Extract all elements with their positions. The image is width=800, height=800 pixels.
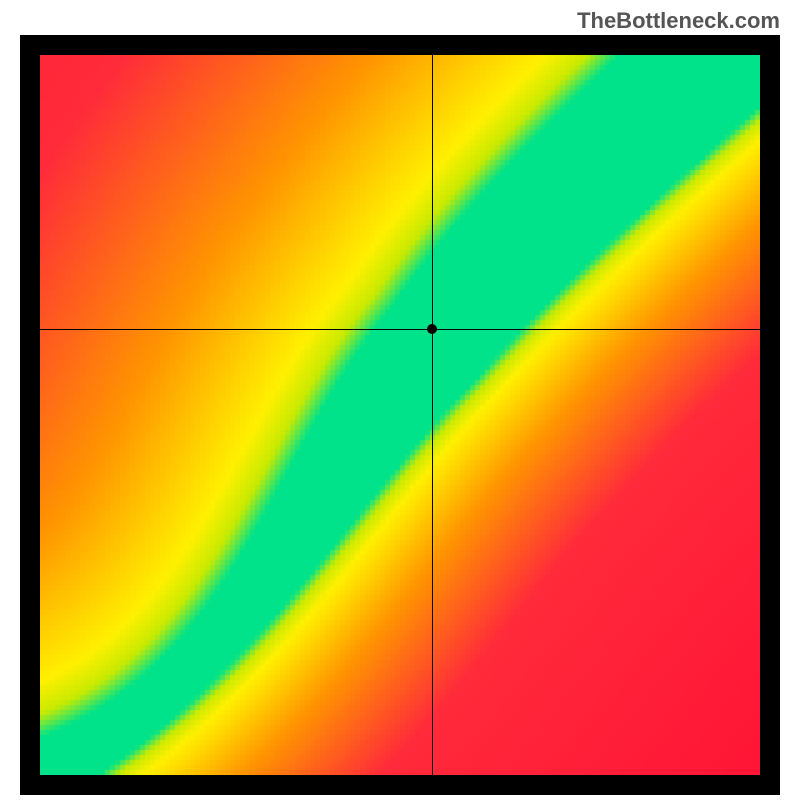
crosshair-vertical [432, 55, 433, 775]
heatmap-canvas [40, 55, 760, 775]
crosshair-horizontal [40, 329, 760, 330]
bottleneck-heatmap-chart [20, 35, 780, 795]
chart-plot-area [40, 55, 760, 775]
watermark-text: TheBottleneck.com [577, 8, 780, 34]
selection-marker [427, 324, 437, 334]
